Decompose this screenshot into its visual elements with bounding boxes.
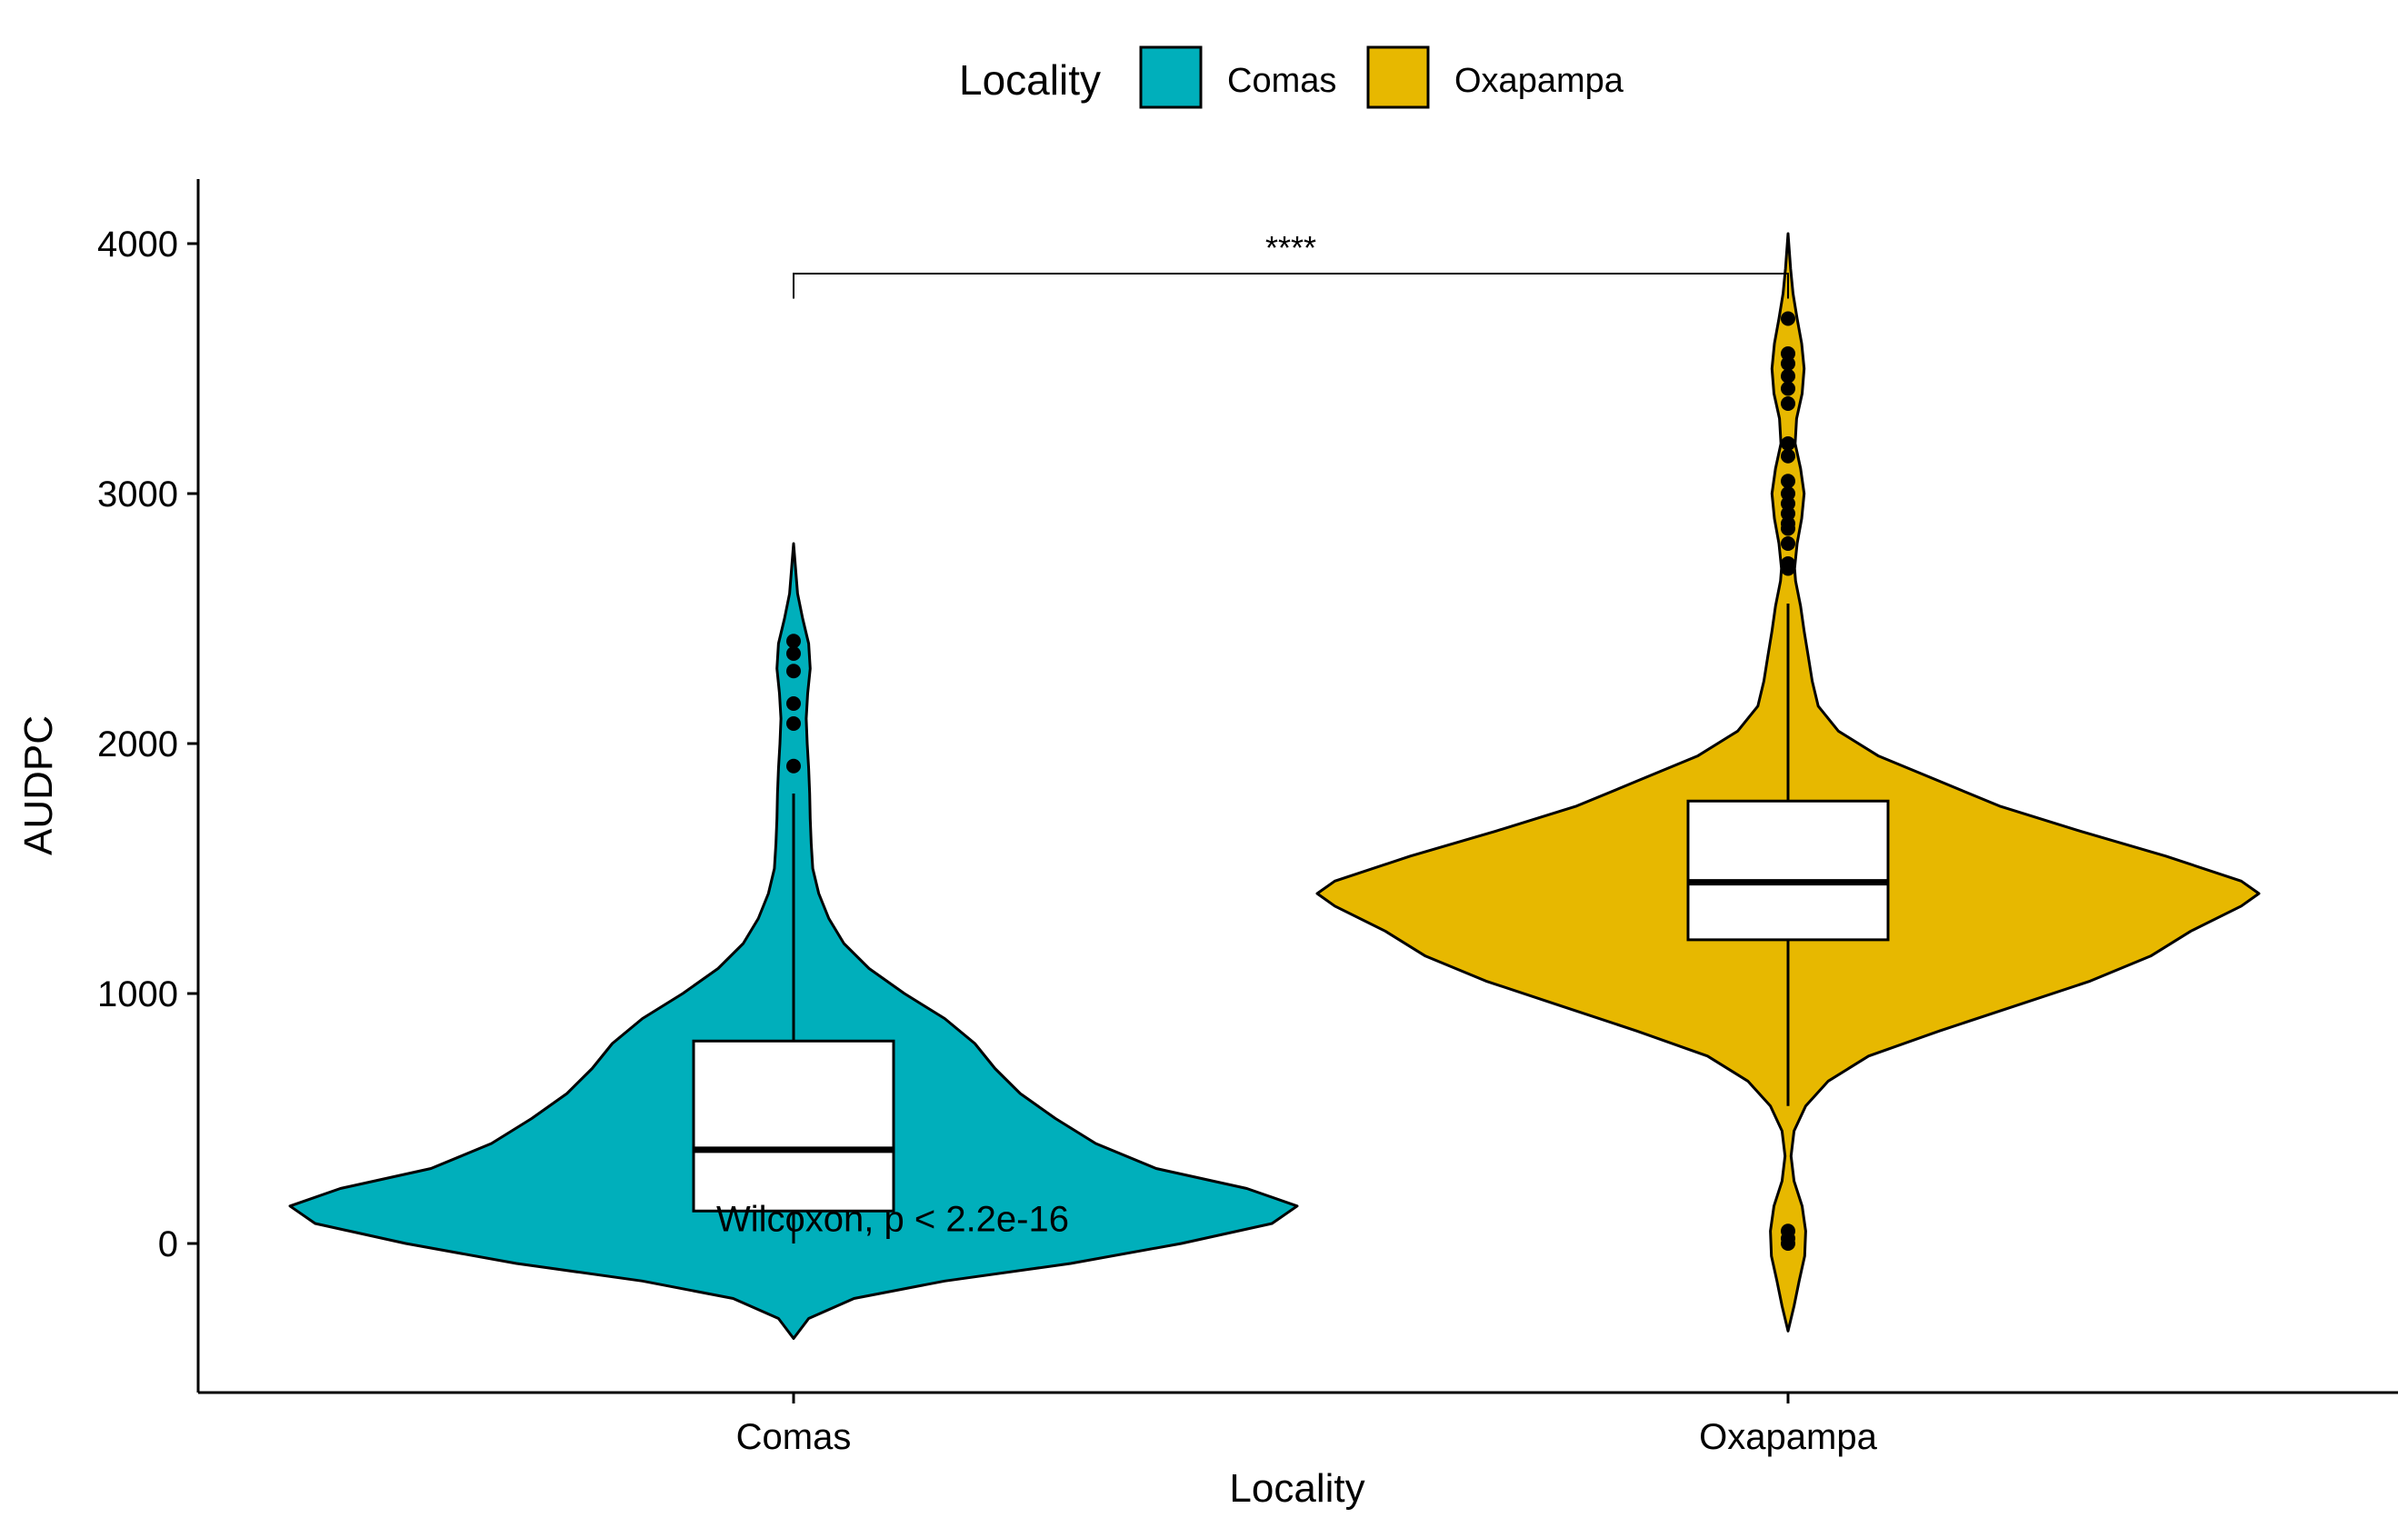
outlier-point-oxapampa [1781,556,1795,571]
boxplot-layer [692,604,1890,1243]
outlier-point-oxapampa [1781,486,1795,501]
x-ticks: Comas Oxapampa [736,1393,1878,1457]
legend-label-oxapampa: Oxapampa [1454,62,1624,100]
outlier-point-comas [786,716,801,731]
legend-label-comas: Comas [1227,62,1336,100]
x-tick-label: Comas [736,1417,852,1457]
outlier-point-oxapampa [1781,436,1795,451]
outlier-layer [786,311,1795,1251]
significance-stars: **** [1265,229,1316,266]
outlier-point-comas [786,664,801,679]
outlier-point-oxapampa [1781,356,1795,371]
outlier-point-oxapampa [1781,506,1795,521]
y-axis-title: AUDPC [16,715,61,855]
y-tick-label: 4000 [97,225,178,265]
outlier-point-oxapampa [1781,448,1795,464]
y-ticks: 0 1000 2000 3000 4000 [97,225,198,1264]
test-result-label: Wilcoxon, p < 2.2e-16 [716,1200,1069,1240]
outlier-point-comas [786,634,801,649]
outlier-point-oxapampa [1781,474,1795,489]
outlier-point-oxapampa [1781,311,1795,326]
legend-key-oxapampa [1366,45,1430,109]
box-comas [692,1039,895,1213]
legend-title: Locality [959,56,1101,104]
outlier-point-comas [786,696,801,711]
outlier-point-comas [786,646,801,661]
outlier-point-oxapampa [1781,368,1795,384]
x-axis-title: Locality [1229,1466,1364,1511]
legend-key-comas [1139,45,1203,109]
y-axis: 0 1000 2000 3000 4000 [97,179,200,1393]
x-tick-label: Oxapampa [1699,1417,1877,1457]
legend: Locality Comas Oxapampa [959,45,1624,109]
y-tick-label: 3000 [97,474,178,514]
outlier-point-oxapampa [1781,496,1795,511]
box-oxapampa [1686,799,1890,942]
outlier-point-comas [786,758,801,774]
outlier-point-oxapampa [1781,1223,1795,1239]
y-tick-label: 1000 [97,974,178,1014]
y-tick-label: 0 [158,1224,178,1264]
outlier-point-oxapampa [1781,536,1795,551]
outlier-point-oxapampa [1781,516,1795,531]
significance-annotation: **** Wilcoxon, p < 2.2e-16 [716,229,1789,1240]
significance-bracket [793,273,1789,299]
outlier-point-oxapampa [1781,396,1795,411]
outlier-point-oxapampa [1781,346,1795,361]
y-tick-label: 2000 [97,724,178,764]
x-axis: Comas Oxapampa [198,1391,2398,1457]
outlier-point-oxapampa [1781,381,1795,396]
